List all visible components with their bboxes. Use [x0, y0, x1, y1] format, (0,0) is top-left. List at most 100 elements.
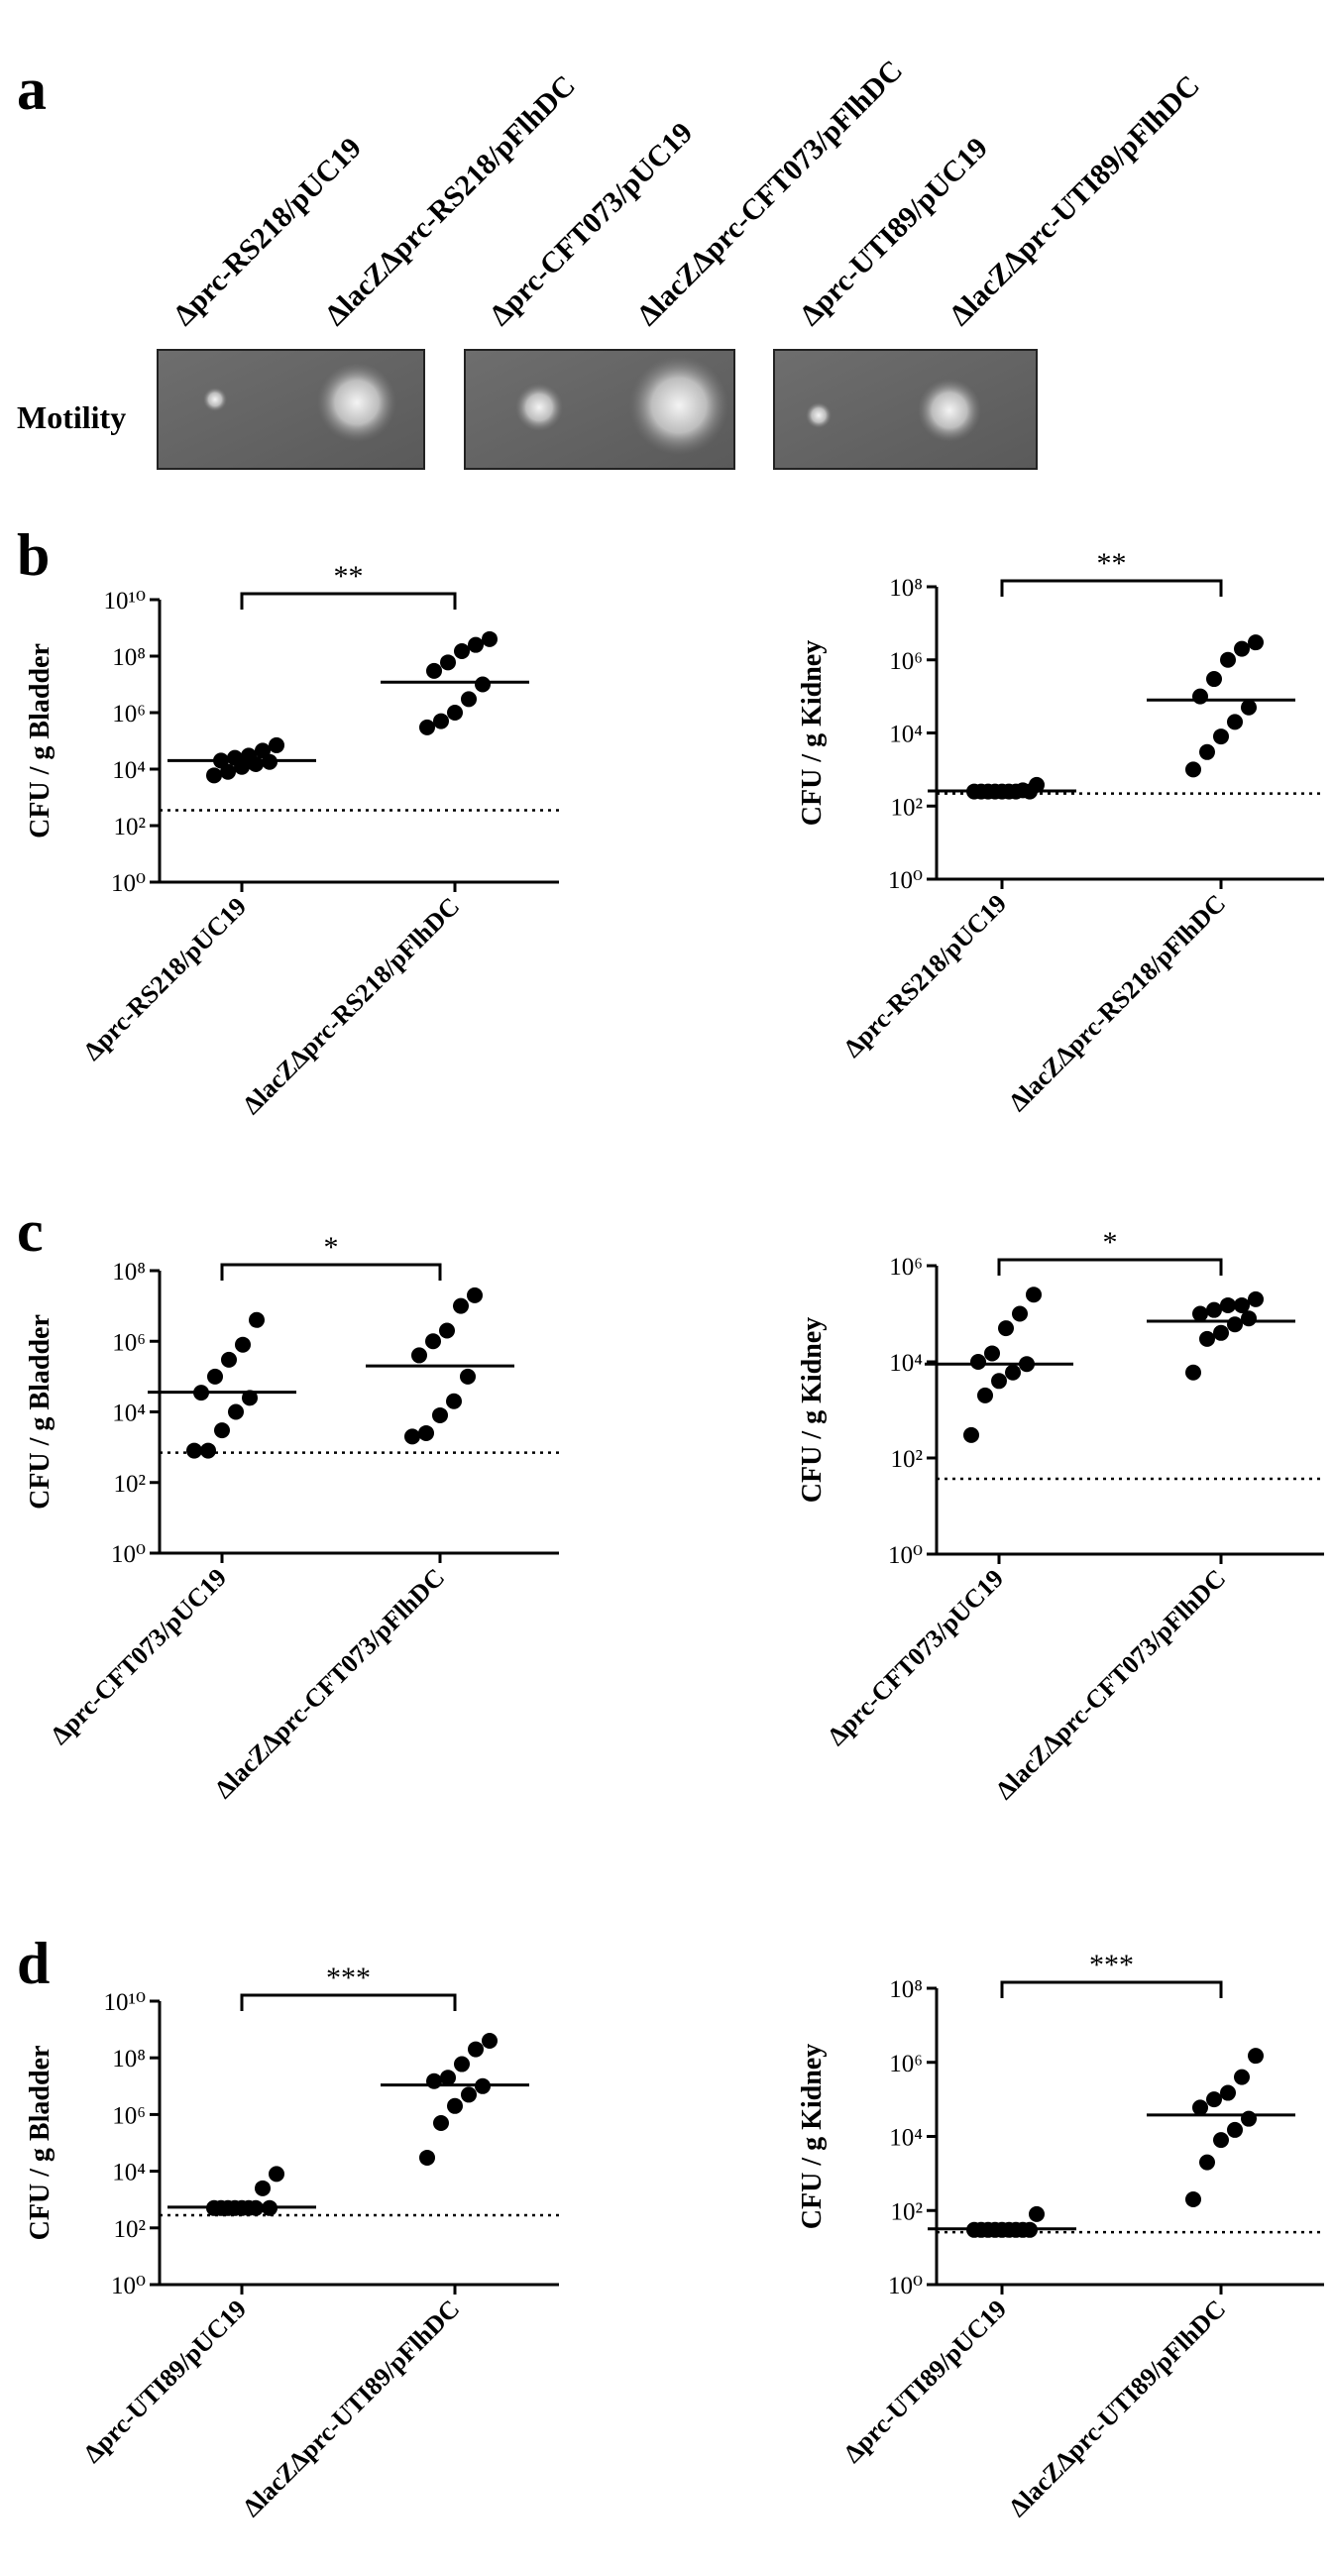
y-tick-label: 10² [891, 2198, 924, 2225]
significance-label: *** [326, 1961, 371, 1994]
row-label: Motility [17, 399, 126, 435]
data-point [1029, 2205, 1045, 2222]
data-point [1192, 688, 1208, 705]
data-point [1248, 634, 1264, 651]
strain-label: ΔlacZΔprc-CFT073/pFlhDC [631, 54, 910, 332]
data-point [235, 1336, 251, 1353]
data-point [433, 713, 449, 729]
significance-label: * [324, 1231, 339, 1264]
significance-bracket [1000, 579, 1223, 597]
data-point [1227, 1316, 1243, 1333]
data-point [482, 630, 498, 647]
data-point [446, 1393, 462, 1409]
x-tick-label: ΔlacZΔprc-UTI89/pFlhDC [237, 2295, 465, 2522]
y-tick-label: 10² [891, 794, 924, 821]
data-point [460, 1368, 476, 1385]
data-point [1220, 2084, 1236, 2101]
data-point [1234, 640, 1250, 657]
strain-label: ΔlacZΔprc-UTI89/pFlhDC [944, 69, 1206, 332]
data-point [440, 654, 456, 671]
y-axis-label: CFU / g Kidney [797, 1317, 828, 1503]
data-point [206, 767, 222, 784]
data-point [207, 1368, 223, 1385]
significance-label: ** [1097, 547, 1127, 580]
data-point [255, 2180, 271, 2196]
y-tick-label: 10² [114, 814, 147, 840]
y-tick-label: 10⁴ [112, 1400, 146, 1427]
data-point [984, 1345, 1000, 1362]
data-point [1185, 2190, 1201, 2207]
data-point [1213, 728, 1229, 745]
data-point [269, 2166, 284, 2183]
y-axis-label: CFU / g Kidney [797, 2044, 828, 2229]
y-tick-label: 10⁶ [889, 2051, 923, 2077]
data-point [998, 1320, 1014, 1337]
x-tick-label: ΔlacZΔprc-CFT073/pFlhDC [990, 1564, 1231, 1805]
x-tick-label: Δprc-RS218/pUC19 [78, 892, 253, 1066]
data-point [1206, 2091, 1222, 2108]
data-point [461, 2086, 477, 2103]
data-point [1213, 1324, 1229, 1341]
data-point [1199, 1330, 1215, 1347]
data-point [1185, 1364, 1201, 1381]
y-tick-label: 10⁸ [112, 1259, 146, 1286]
data-point [1227, 714, 1243, 730]
y-tick-label: 10⁸ [112, 2046, 146, 2072]
data-point [242, 1390, 258, 1406]
significance-label: *** [1089, 1949, 1134, 1981]
data-point [221, 1351, 237, 1368]
data-point [1206, 1301, 1222, 1318]
y-axis-label: CFU / g Kidney [797, 640, 828, 826]
data-point [461, 691, 477, 708]
data-point [228, 1403, 244, 1420]
data-point [1234, 2069, 1250, 2085]
data-point [1206, 671, 1222, 688]
data-point [433, 2115, 449, 2132]
x-tick-label: Δprc-UTI89/pUC19 [838, 2295, 1013, 2469]
data-point [454, 642, 470, 659]
y-tick-label: 10¹⁰ [103, 1989, 146, 2016]
significance-bracket [220, 1263, 442, 1281]
motility-images [157, 349, 1038, 470]
y-tick-label: 10⁴ [889, 1350, 923, 1377]
data-point [1234, 1296, 1250, 1313]
y-tick-label: 10⁸ [889, 1976, 923, 2003]
y-tick-label: 10⁰ [888, 2273, 923, 2299]
data-point [411, 1347, 427, 1364]
x-tick-label: Δprc-CFT073/pUC19 [822, 1564, 1009, 1751]
significance-bracket [240, 1993, 457, 2011]
data-point [963, 1426, 979, 1443]
data-point [453, 1297, 469, 1314]
significance-label: ** [334, 560, 364, 593]
x-tick-label: ΔlacZΔprc-UTI89/pFlhDC [1003, 2295, 1231, 2522]
data-point [426, 2072, 442, 2089]
data-point [418, 1424, 434, 1441]
data-point [1220, 651, 1236, 668]
data-point [1026, 1287, 1042, 1303]
data-point [1192, 2099, 1208, 2116]
y-tick-label: 10⁶ [112, 701, 146, 728]
data-point [249, 1311, 265, 1328]
swim-spot [515, 384, 563, 431]
data-point [1248, 1290, 1264, 1307]
y-tick-label: 10⁰ [888, 867, 923, 894]
data-point [447, 2097, 463, 2114]
y-tick-label: 10⁰ [111, 1541, 146, 1568]
data-point [1029, 776, 1045, 793]
data-point [1012, 1305, 1028, 1322]
y-tick-label: 10⁶ [889, 1254, 923, 1281]
data-point [214, 1422, 230, 1439]
y-tick-label: 10⁰ [111, 870, 146, 897]
data-point [419, 719, 435, 735]
swim-spot [806, 402, 832, 428]
panel-letter: c [17, 1198, 44, 1264]
swim-spot [629, 356, 728, 455]
y-tick-label: 10⁰ [888, 1542, 923, 1569]
data-point [468, 636, 484, 653]
data-point [991, 1373, 1007, 1390]
data-point [482, 2032, 498, 2049]
significance-bracket [240, 592, 457, 610]
y-axis-label: CFU / g Bladder [25, 2046, 56, 2241]
y-tick-label: 10¹⁰ [103, 588, 146, 615]
